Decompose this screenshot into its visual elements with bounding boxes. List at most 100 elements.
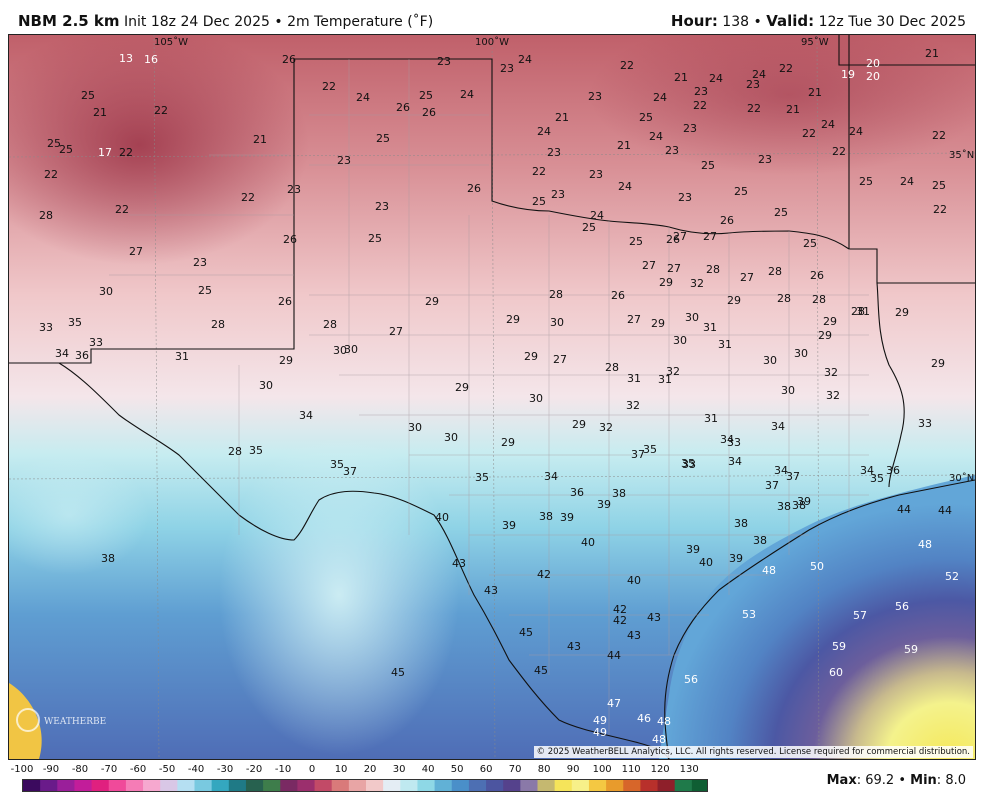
station-temp-label: 28 (812, 293, 826, 306)
legend-tick-label: -20 (245, 764, 263, 775)
station-temp-label: 32 (599, 421, 613, 434)
legend-color-swatch (280, 780, 298, 791)
station-temp-label: 38 (753, 534, 767, 547)
station-temp-label: 30 (529, 392, 543, 405)
cold-core-north (589, 35, 975, 175)
station-temp-label: 27 (642, 259, 656, 272)
station-temp-label: 30 (794, 347, 808, 360)
legend-tick-label: -10 (274, 764, 292, 775)
station-temp-label: 26 (810, 269, 824, 282)
station-temp-label: 24 (653, 91, 667, 104)
station-temp-label: 43 (647, 611, 661, 624)
station-temp-label: 26 (283, 233, 297, 246)
station-temp-label: 30 (685, 311, 699, 324)
init-time: Init 18z 24 Dec 2025 (124, 14, 270, 30)
station-temp-label: 23 (547, 146, 561, 159)
station-temp-label: 28 (706, 263, 720, 276)
legend-color-swatch (40, 780, 58, 791)
station-temp-label: 25 (639, 111, 653, 124)
station-temp-label: 22 (115, 203, 129, 216)
station-temp-label: 25 (47, 137, 61, 150)
station-temp-label: 29 (823, 315, 837, 328)
station-temp-label: 32 (826, 389, 840, 402)
legend-color-swatch (57, 780, 76, 791)
station-temp-label: 25 (629, 235, 643, 248)
station-temp-label: 27 (667, 262, 681, 275)
legend-color-swatch (451, 780, 470, 791)
station-temp-label: 40 (699, 556, 713, 569)
station-temp-label: 35 (249, 444, 263, 457)
lon-label-105w: 105˚W (154, 36, 188, 48)
lat-label-30n: 30˚N (949, 472, 974, 484)
station-temp-label: 23 (337, 154, 351, 167)
station-temp-label: 24 (709, 72, 723, 85)
legend-color-swatch (383, 780, 401, 791)
legend-color-swatch (674, 780, 693, 791)
station-temp-label: 29 (659, 276, 673, 289)
station-temp-label: 44 (938, 504, 952, 517)
legend-color-swatch (366, 780, 384, 791)
mild-zone-west (9, 455, 149, 575)
station-temp-label: 24 (356, 91, 370, 104)
station-temp-label: 29 (279, 354, 293, 367)
map-header: NBM 2.5 km Init 18z 24 Dec 2025 • 2m Tem… (0, 0, 984, 34)
station-temp-label: 45 (534, 664, 548, 677)
station-temp-label: 26 (467, 182, 481, 195)
station-temp-label: 22 (532, 165, 546, 178)
station-temp-label: 43 (452, 557, 466, 570)
station-temp-label: 23 (375, 200, 389, 213)
station-temp-label: 25 (774, 206, 788, 219)
station-temp-label: 36 (570, 486, 584, 499)
valid-label: Valid: (766, 12, 815, 30)
max-min-summary: Max: 69.2 • Min: 8.0 (826, 773, 966, 788)
legend-tick-label: -30 (216, 764, 234, 775)
station-temp-label: 26 (666, 233, 680, 246)
legend-tick-label: 30 (392, 764, 406, 775)
station-temp-label: 32 (690, 277, 704, 290)
legend-color-swatch (606, 780, 624, 791)
station-temp-label: 24 (752, 68, 766, 81)
legend-color-bar (22, 779, 708, 792)
station-temp-label: 31 (856, 305, 870, 318)
station-temp-label: 48 (918, 538, 932, 551)
station-temp-label: 32 (626, 399, 640, 412)
min-value: 8.0 (945, 773, 966, 788)
station-temp-label: 23 (500, 62, 514, 75)
station-temp-label: 23 (683, 122, 697, 135)
station-temp-label: 26 (278, 295, 292, 308)
color-scale-legend: -100 -90 -80 -70 -60 -50 -40 -30 -20 -10 0 10 20 30 40… (8, 764, 708, 804)
station-temp-label: 34 (720, 433, 734, 446)
station-temp-label: 40 (581, 536, 595, 549)
station-temp-label: 37 (765, 479, 779, 492)
legend-color-swatch (125, 780, 144, 791)
cold-core-west (9, 35, 309, 265)
station-temp-label: 39 (797, 495, 811, 508)
station-temp-label: 24 (618, 180, 632, 193)
station-temp-label: 57 (853, 609, 867, 622)
station-temp-label: 21 (674, 71, 688, 84)
station-temp-label: 29 (425, 295, 439, 308)
station-temp-label: 23 (193, 256, 207, 269)
station-temp-label: 23 (678, 191, 692, 204)
station-temp-label: 21 (925, 47, 939, 60)
pacific-warm-corner (9, 683, 42, 759)
station-temp-label: 21 (786, 103, 800, 116)
station-temp-label: 59 (832, 640, 846, 653)
station-temp-label: 28 (211, 318, 225, 331)
station-temp-label: 45 (391, 666, 405, 679)
station-temp-label: 34 (728, 455, 742, 468)
model-name: NBM 2.5 km (18, 12, 120, 30)
station-temp-label: 22 (832, 145, 846, 158)
station-temp-label: 43 (627, 629, 641, 642)
legend-color-swatch (657, 780, 676, 791)
station-temp-label: 34 (299, 409, 313, 422)
station-temp-label: 29 (818, 329, 832, 342)
station-temp-label: 30 (763, 354, 777, 367)
copyright-notice: © 2025 WeatherBELL Analytics, LLC. All r… (533, 746, 973, 758)
product-title: NBM 2.5 km Init 18z 24 Dec 2025 • 2m Tem… (18, 12, 433, 30)
title-separator: • (274, 14, 283, 30)
station-temp-label: 39 (729, 552, 743, 565)
station-temp-label: 23 (287, 183, 301, 196)
legend-tick-label: -50 (158, 764, 176, 775)
station-temp-label: 22 (620, 59, 634, 72)
